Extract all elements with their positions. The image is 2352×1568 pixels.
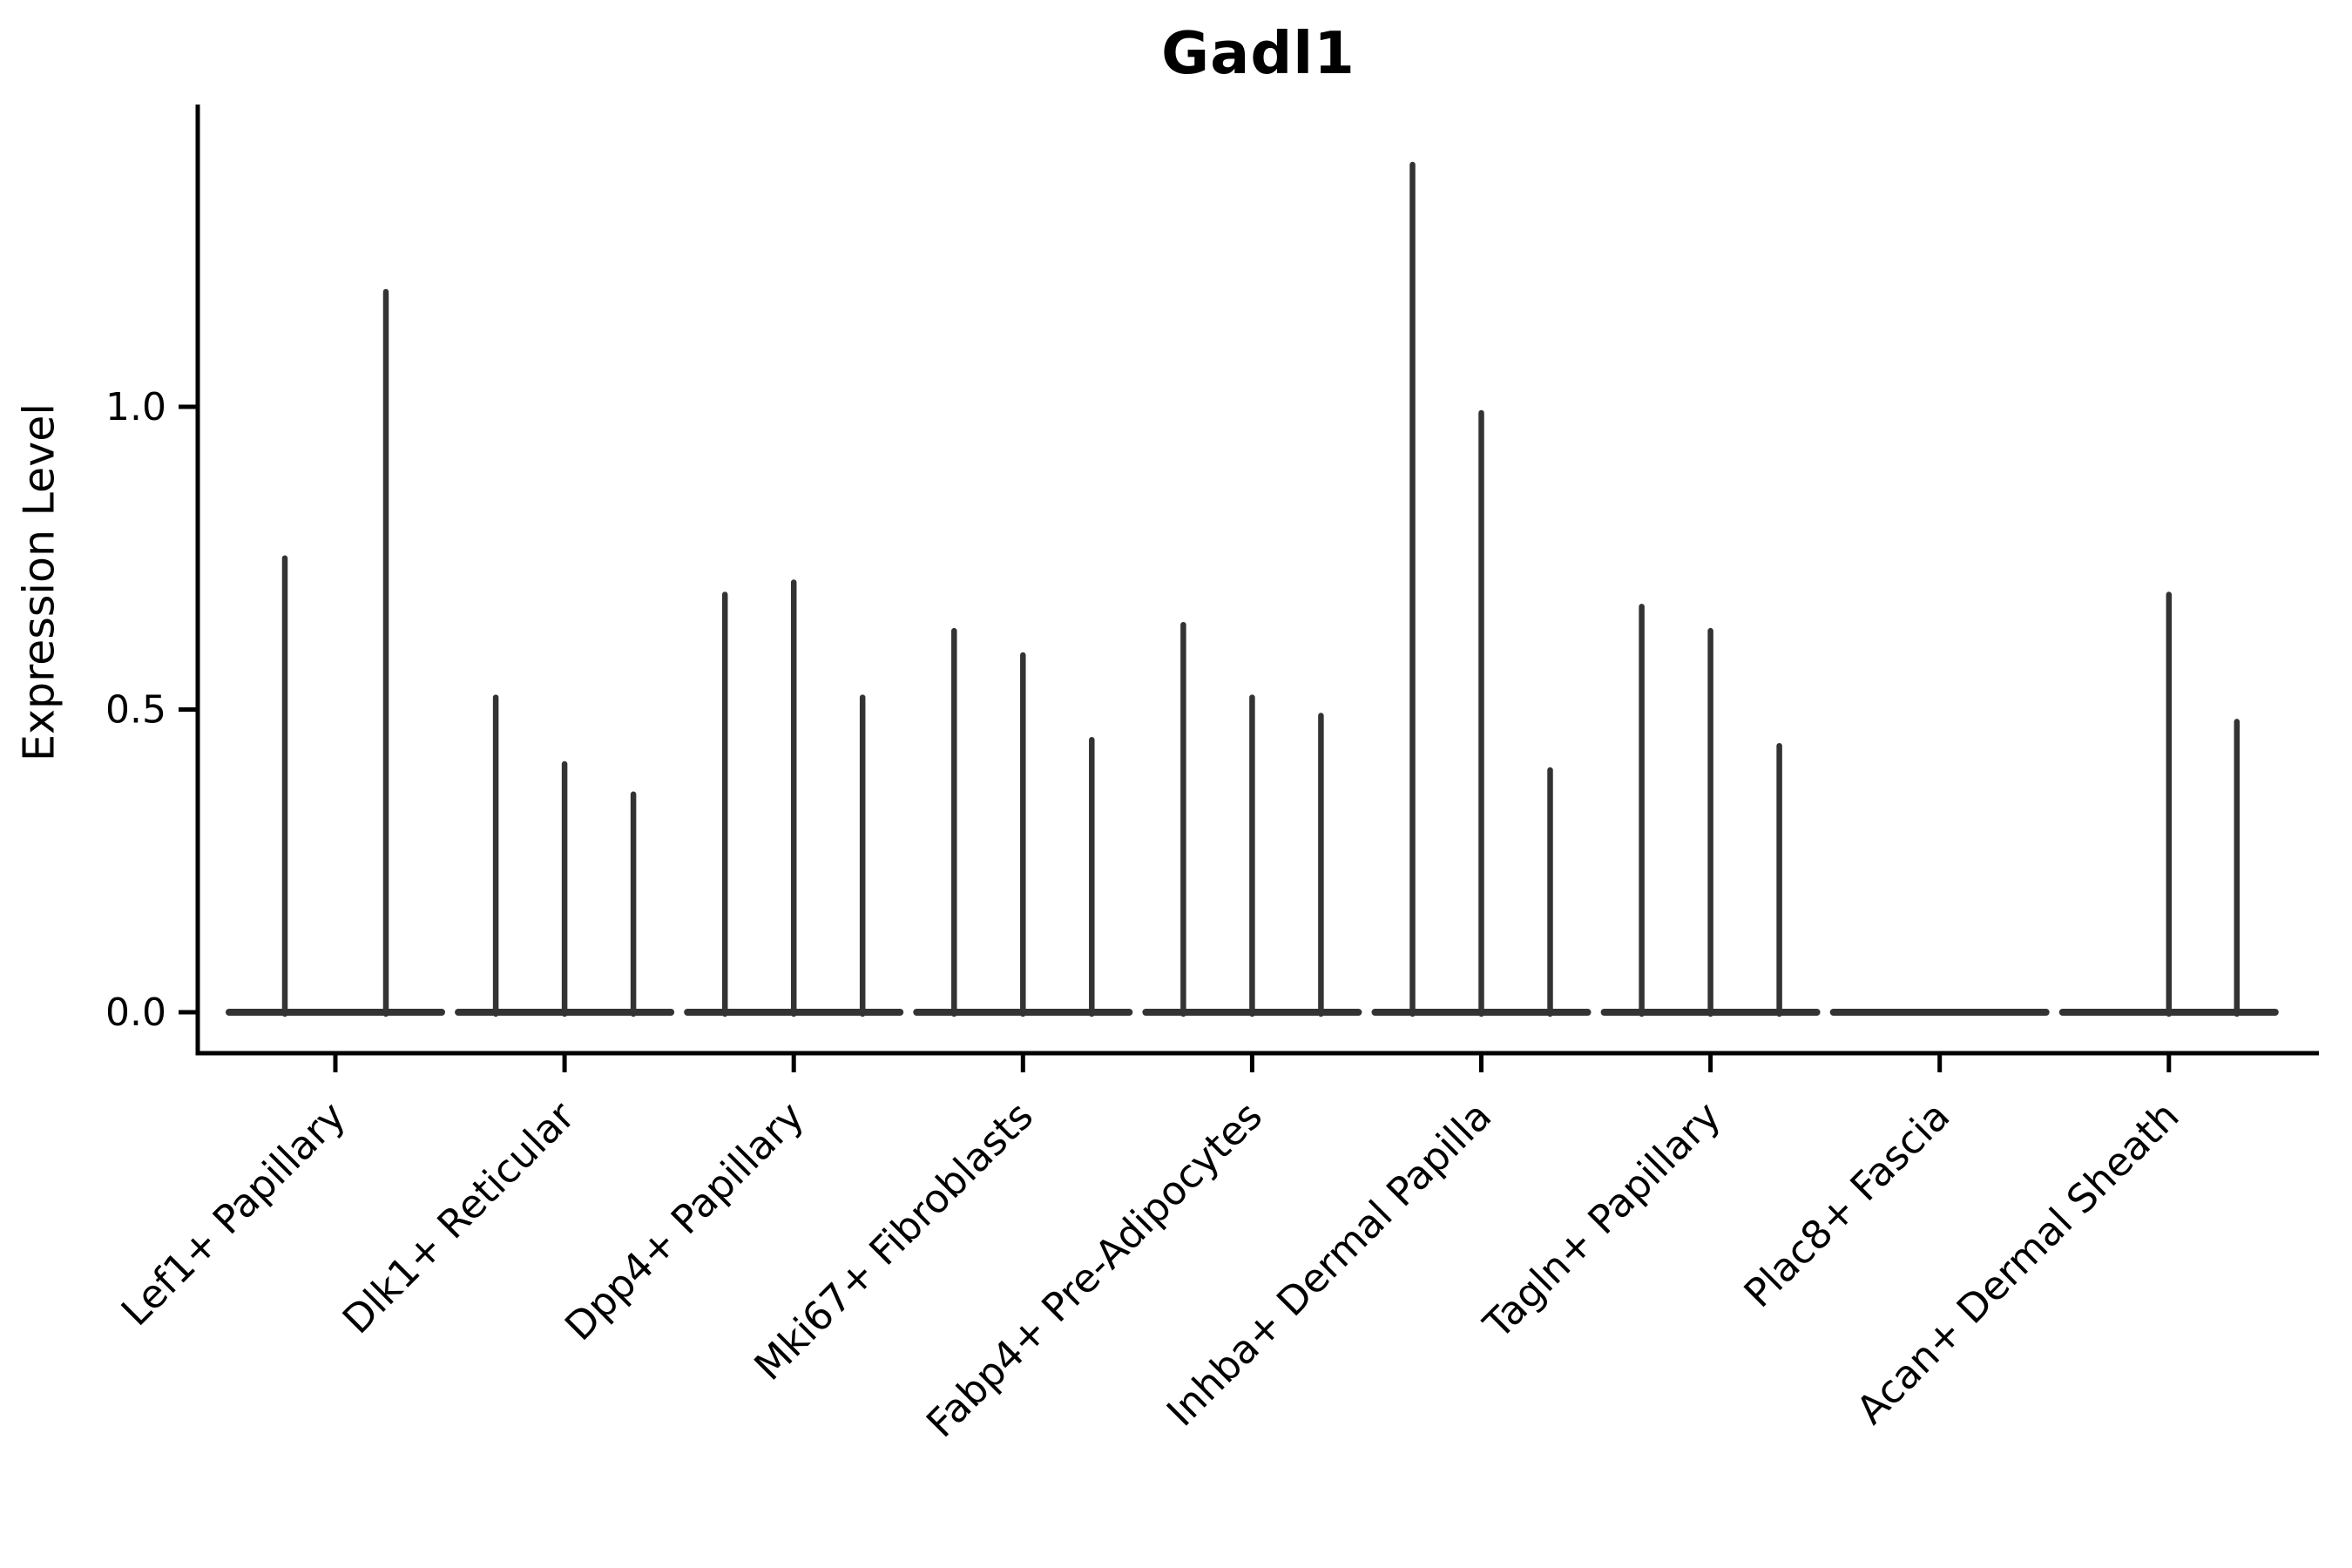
x-tick-label: Dlk1+ Reticular xyxy=(334,1092,584,1342)
y-tick-label: 0.5 xyxy=(105,688,166,733)
x-tick-label: Tagln+ Papillary xyxy=(1474,1092,1729,1348)
y-tick-label: 1.0 xyxy=(105,385,166,429)
y-tick-label: 0.0 xyxy=(105,990,166,1035)
chart-title: Gadl1 xyxy=(1161,19,1355,87)
x-tick-label: Plac8+ Fascia xyxy=(1735,1092,1959,1316)
x-tick-label: Lef1+ Papillary xyxy=(112,1092,355,1335)
x-tick-label: Dpp4+ Papillary xyxy=(556,1092,813,1349)
